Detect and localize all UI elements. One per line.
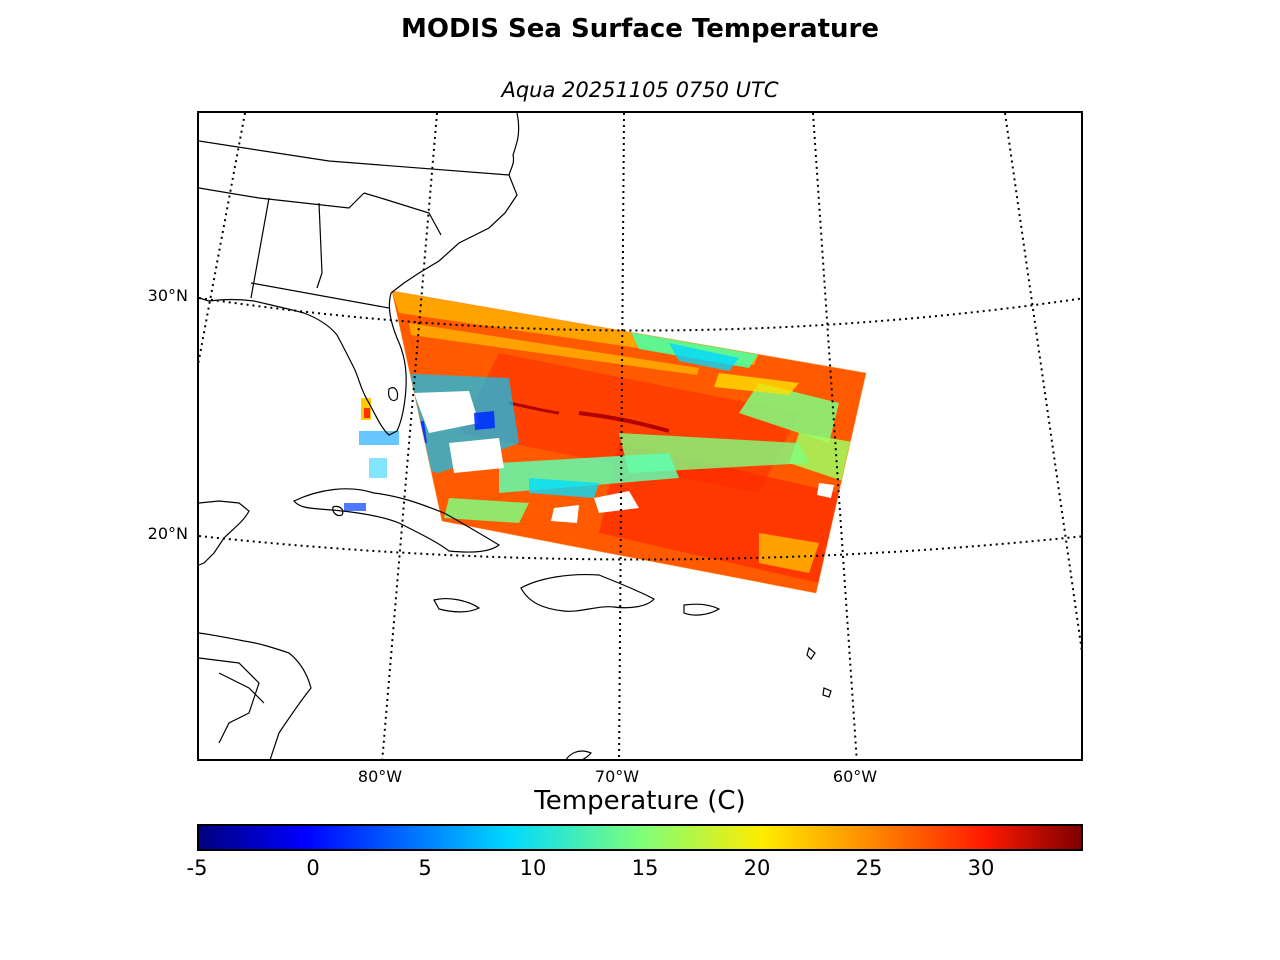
map-subtitle: Aqua 20251105 0750 UTC — [501, 78, 779, 102]
colorbar — [197, 824, 1083, 851]
colorbar-tick: 25 — [855, 856, 883, 880]
sst-fragments — [344, 398, 399, 511]
page-title: MODIS Sea Surface Temperature — [401, 14, 879, 44]
colorbar-label: Temperature (C) — [534, 786, 746, 816]
lon-label-80w: 80°W — [357, 767, 403, 786]
colorbar-tick: -5 — [186, 856, 208, 880]
colorbar-gradient — [199, 826, 1081, 849]
coastlines — [199, 113, 832, 759]
lon-label-60w: 60°W — [832, 767, 878, 786]
lat-label-20n: 20°N — [147, 524, 188, 543]
map-panel[interactable] — [197, 111, 1083, 761]
lon-label-70w: 70°W — [594, 767, 640, 786]
colorbar-tick: 10 — [519, 856, 547, 880]
colorbar-tick: 30 — [967, 856, 995, 880]
map-canvas — [199, 113, 1081, 759]
graticule — [199, 113, 1081, 759]
lat-label-30n: 30°N — [147, 286, 188, 305]
colorbar-tick: 15 — [631, 856, 659, 880]
colorbar-tick: 20 — [743, 856, 771, 880]
colorbar-tick: 5 — [418, 856, 432, 880]
colorbar-tick: 0 — [306, 856, 320, 880]
